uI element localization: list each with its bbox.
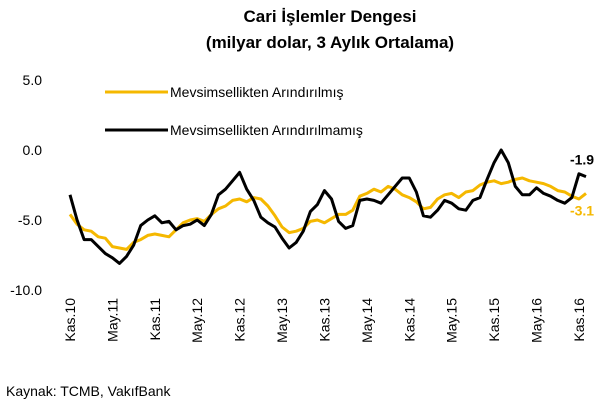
- y-tick-label: 0.0: [23, 142, 43, 158]
- legend-label: Mevsimsellikten Arındırılmamış: [170, 122, 363, 138]
- x-tick-label: Kas.12: [232, 298, 248, 342]
- x-tick-label: Kas.14: [401, 298, 417, 342]
- x-tick-label: Kas.11: [147, 298, 163, 341]
- x-tick-label: Kas.13: [316, 298, 332, 342]
- legend-label: Mevsimsellikten Arındırılmış: [170, 84, 343, 100]
- y-tick-label: -5.0: [18, 212, 42, 228]
- series-line: [68, 148, 587, 265]
- x-tick-label: May.12: [189, 298, 205, 343]
- x-tick-label: Kas.10: [62, 298, 78, 342]
- x-tick-label: Kas.16: [571, 298, 587, 342]
- chart-title: Cari İşlemler Dengesi: [244, 7, 417, 26]
- data-label: -1.9: [570, 152, 594, 168]
- data-label: -3.1: [570, 202, 594, 218]
- y-tick-label: 5.0: [23, 72, 43, 88]
- series-line: [68, 176, 587, 251]
- x-tick-label: May.16: [529, 298, 545, 343]
- x-tick-label: May.11: [104, 298, 120, 342]
- chart-subtitle: (milyar dolar, 3 Aylık Ortalama): [206, 33, 454, 52]
- y-tick-label: -10.0: [10, 282, 42, 298]
- x-tick-label: May.15: [444, 298, 460, 343]
- x-tick-label: May.13: [274, 298, 290, 343]
- source-note: Kaynak: TCMB, VakıfBank: [6, 383, 171, 399]
- x-tick-label: May.14: [359, 298, 375, 343]
- x-tick-label: Kas.15: [486, 298, 502, 342]
